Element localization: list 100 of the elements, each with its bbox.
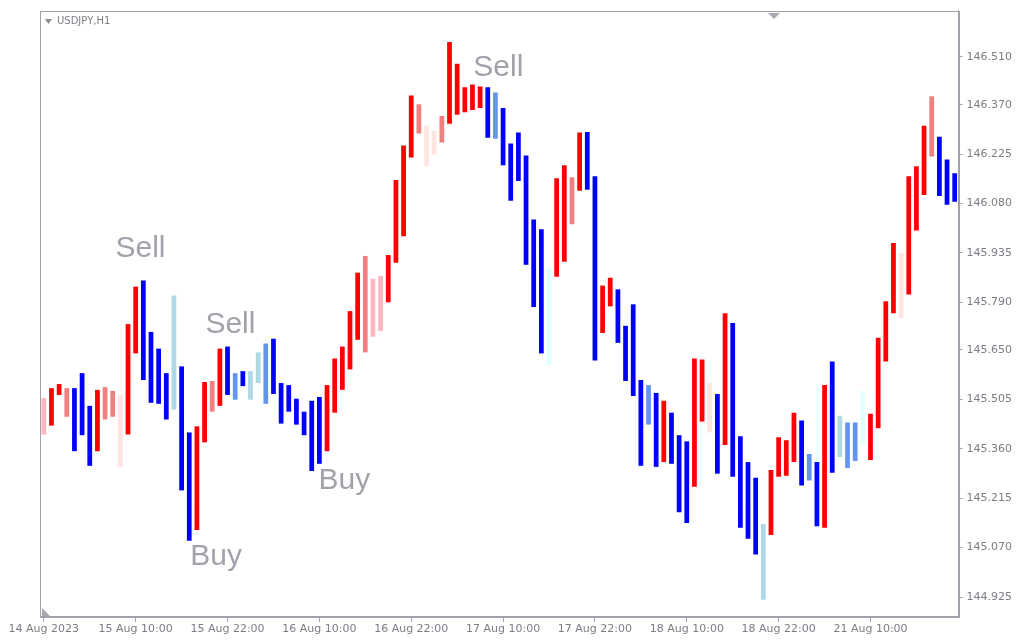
annotation: Sell bbox=[115, 230, 166, 264]
y-tick-label: 146.370 bbox=[966, 97, 1013, 111]
bar bbox=[883, 301, 889, 362]
bar bbox=[317, 397, 322, 464]
y-tick-label: 146.510 bbox=[966, 49, 1013, 63]
y-tick-label: 145.215 bbox=[966, 491, 1013, 505]
bar bbox=[937, 136, 942, 196]
bar bbox=[799, 420, 804, 486]
y-tick-label: 145.935 bbox=[966, 245, 1013, 259]
bar bbox=[669, 412, 674, 464]
bar bbox=[753, 477, 759, 555]
bar bbox=[378, 275, 383, 331]
bar bbox=[508, 143, 514, 201]
bar bbox=[118, 394, 123, 467]
bar bbox=[64, 388, 70, 417]
bar bbox=[646, 385, 651, 425]
x-tick-label: 14 Aug 2023 bbox=[8, 622, 80, 636]
annotation: Sell bbox=[473, 49, 524, 83]
x-tick-label: 18 Aug 10:00 bbox=[649, 622, 724, 636]
bar bbox=[179, 366, 184, 491]
bar bbox=[309, 400, 315, 471]
bar bbox=[684, 441, 690, 524]
x-tick-label: 21 Aug 10:00 bbox=[833, 622, 908, 636]
bar bbox=[829, 361, 835, 473]
y-tick-label: 144.925 bbox=[966, 589, 1013, 603]
bar bbox=[163, 373, 169, 420]
bar bbox=[730, 323, 736, 477]
bar bbox=[362, 255, 368, 353]
y-tick-label: 145.505 bbox=[966, 392, 1013, 406]
bar bbox=[202, 382, 207, 443]
x-tick-label: 16 Aug 10:00 bbox=[282, 622, 357, 636]
x-tick-label: 16 Aug 22:00 bbox=[374, 622, 449, 636]
bar bbox=[806, 453, 812, 481]
bar bbox=[692, 358, 697, 487]
x-tick-label: 17 Aug 22:00 bbox=[557, 622, 633, 636]
bar bbox=[56, 384, 62, 395]
bar bbox=[676, 435, 682, 513]
y-tick-label: 145.790 bbox=[966, 295, 1013, 309]
bar bbox=[868, 413, 873, 461]
bar bbox=[255, 352, 261, 384]
annotation: Sell bbox=[205, 306, 256, 340]
bar bbox=[447, 41, 452, 124]
y-tick-label: 146.225 bbox=[966, 146, 1013, 160]
bar bbox=[538, 229, 544, 354]
bar bbox=[332, 358, 338, 413]
bar bbox=[87, 405, 93, 466]
bar bbox=[845, 422, 850, 468]
bar bbox=[906, 176, 912, 295]
bar bbox=[225, 346, 230, 395]
bar bbox=[891, 242, 896, 314]
bar bbox=[715, 393, 720, 474]
x-tick-label: 15 Aug 22:00 bbox=[190, 622, 265, 636]
bar bbox=[401, 145, 406, 237]
bar bbox=[607, 277, 613, 307]
bar bbox=[156, 348, 162, 404]
bar bbox=[776, 437, 782, 477]
bar bbox=[439, 115, 445, 143]
bar bbox=[837, 415, 843, 457]
bar bbox=[355, 272, 361, 340]
bar bbox=[860, 390, 866, 446]
y-tick-label: 146.080 bbox=[966, 196, 1013, 210]
bar bbox=[630, 304, 636, 396]
annotation: Buy bbox=[190, 537, 242, 571]
bar bbox=[385, 254, 391, 303]
bar bbox=[271, 338, 276, 394]
bar bbox=[209, 381, 215, 412]
bar bbox=[186, 432, 192, 541]
bar bbox=[914, 166, 919, 231]
bar bbox=[431, 130, 437, 155]
x-tick-label: 17 Aug 10:00 bbox=[466, 622, 541, 636]
bar bbox=[577, 132, 582, 191]
bar bbox=[875, 337, 881, 429]
y-tick-label: 145.360 bbox=[966, 441, 1013, 455]
bar bbox=[454, 63, 460, 115]
bar bbox=[263, 343, 269, 404]
bar bbox=[140, 280, 146, 380]
bar bbox=[554, 178, 560, 277]
bar bbox=[760, 524, 766, 600]
bar bbox=[623, 325, 628, 381]
bar bbox=[531, 219, 537, 308]
x-tick-label: 15 Aug 10:00 bbox=[98, 622, 173, 636]
bar bbox=[49, 388, 54, 426]
bar bbox=[653, 392, 659, 467]
bar bbox=[424, 125, 429, 167]
bar bbox=[929, 96, 935, 157]
bar bbox=[95, 389, 100, 452]
bar bbox=[408, 95, 414, 158]
bar bbox=[661, 400, 667, 463]
bar bbox=[737, 436, 743, 528]
bar bbox=[339, 346, 345, 390]
bar bbox=[584, 131, 590, 190]
bar bbox=[248, 371, 253, 400]
bar bbox=[470, 84, 475, 111]
bar bbox=[240, 371, 246, 387]
y-tick-label: 145.070 bbox=[966, 540, 1013, 554]
x-tick-label: 18 Aug 22:00 bbox=[741, 622, 816, 636]
chart-title: USDJPY,H1 bbox=[57, 14, 111, 27]
bar bbox=[110, 390, 116, 417]
bar bbox=[852, 422, 858, 462]
bar bbox=[822, 385, 827, 528]
